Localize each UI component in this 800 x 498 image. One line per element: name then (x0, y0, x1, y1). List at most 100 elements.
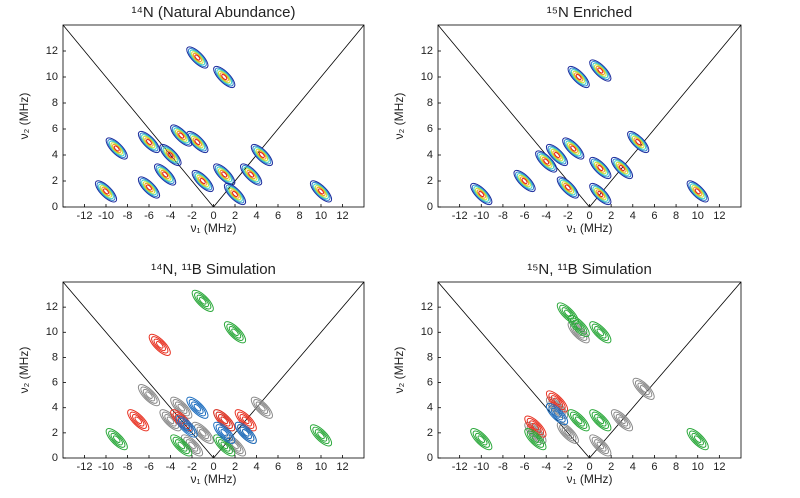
contour-ring (515, 171, 535, 191)
x-tick-label: 10 (692, 461, 704, 473)
x-tick-label: -2 (563, 210, 573, 222)
contour-ring (559, 424, 577, 442)
x-tick-label: -2 (187, 461, 197, 473)
contour-ring (175, 415, 198, 438)
contour-ring (554, 152, 561, 158)
contour-ring (694, 188, 701, 195)
contour-peak (94, 180, 118, 203)
contour-peak (191, 289, 214, 312)
contour-ring (561, 307, 575, 320)
contour-peak (148, 333, 171, 356)
contour-peak (632, 377, 655, 400)
contour-ring (194, 173, 211, 189)
contour-ring (592, 160, 609, 176)
diagonal (213, 282, 364, 458)
contour-ring (552, 150, 562, 160)
contour-ring (539, 155, 553, 168)
contour-ring (177, 417, 196, 436)
y-tick-label: 10 (421, 326, 433, 338)
contour-ring (257, 150, 267, 160)
contour-ring (243, 166, 259, 183)
chart-title: ¹⁵N, ¹¹B Simulation (527, 261, 652, 278)
contour-ring (191, 51, 204, 64)
contour-ring (199, 178, 206, 184)
contour-ring (188, 399, 207, 417)
contour-ring (180, 434, 204, 457)
contour-ring (112, 143, 122, 154)
contour-ring (218, 168, 231, 181)
contour-ring (314, 185, 328, 198)
x-tick-label: 6 (651, 461, 657, 473)
contour-ring (564, 184, 571, 191)
contour-ring (475, 187, 488, 201)
contour-ring (240, 163, 263, 186)
chart-title: ¹⁴N, ¹¹B Simulation (151, 261, 276, 278)
contour-ring (313, 183, 329, 200)
contour-ring (194, 54, 201, 61)
contour-ring (101, 186, 111, 197)
contour-ring (142, 388, 156, 402)
contour-ring (110, 432, 123, 446)
contour-ring (137, 384, 161, 407)
contour-peak (240, 163, 263, 186)
contour-ring (162, 171, 169, 178)
contour-ring (127, 409, 150, 432)
contour-peak (170, 124, 193, 147)
contour-ring (113, 145, 120, 152)
contour-ring (94, 180, 118, 203)
contour-ring (175, 129, 188, 142)
y-tick-label: 0 (52, 201, 58, 213)
contour-peak (567, 409, 590, 432)
contour-ring (228, 187, 242, 201)
contour-ring (596, 328, 605, 337)
y-axis-label: ν₂ (MHz) (392, 93, 406, 140)
x-tick-label: -6 (520, 210, 530, 222)
contour-ring (250, 396, 273, 419)
contour-peak (223, 321, 247, 344)
contour-ring (311, 181, 331, 201)
x-tick-label: 8 (296, 210, 302, 222)
contour-ring (594, 64, 607, 77)
contour-ring (592, 186, 609, 202)
contour-ring (634, 380, 653, 398)
contour-ring (218, 414, 231, 427)
contour-peak (250, 143, 273, 167)
contour-ring (241, 165, 261, 184)
contour-ring (139, 132, 159, 152)
contour-ring (226, 323, 244, 341)
contour-ring (105, 428, 128, 451)
contour-ring (215, 424, 233, 442)
contour-ring (218, 426, 231, 440)
x-tick-label: 10 (692, 210, 704, 222)
contour-ring (255, 148, 269, 162)
contour-ring (146, 184, 152, 191)
x-tick-label: -8 (498, 461, 508, 473)
contour-ring (193, 171, 213, 191)
y-tick-label: 6 (52, 376, 58, 388)
contour-ring (99, 185, 113, 198)
contour-ring (570, 411, 588, 429)
diagonal (589, 282, 741, 458)
contour-ring (213, 163, 236, 186)
x-axis-label: ν₁ (MHz) (566, 472, 612, 486)
contour-ring (161, 145, 180, 165)
contour-ring (538, 153, 555, 170)
contour-ring (615, 161, 629, 175)
contour-peak (610, 409, 634, 432)
contour-ring (524, 428, 547, 451)
contour-ring (594, 439, 607, 452)
y-tick-label: 6 (427, 123, 433, 135)
contour-peak (627, 130, 650, 154)
contour-ring (234, 421, 257, 444)
contour-ring (220, 441, 229, 450)
contour-peak (234, 421, 257, 444)
contour-ring (590, 61, 610, 80)
x-tick-label: 10 (315, 461, 327, 473)
contour-peak (213, 163, 236, 186)
contour-ring (96, 181, 116, 201)
contour-ring (220, 429, 229, 437)
contour-ring (513, 169, 536, 193)
y-tick-label: 4 (427, 402, 433, 414)
contour-ring (589, 59, 612, 82)
contour-ring (570, 69, 587, 85)
